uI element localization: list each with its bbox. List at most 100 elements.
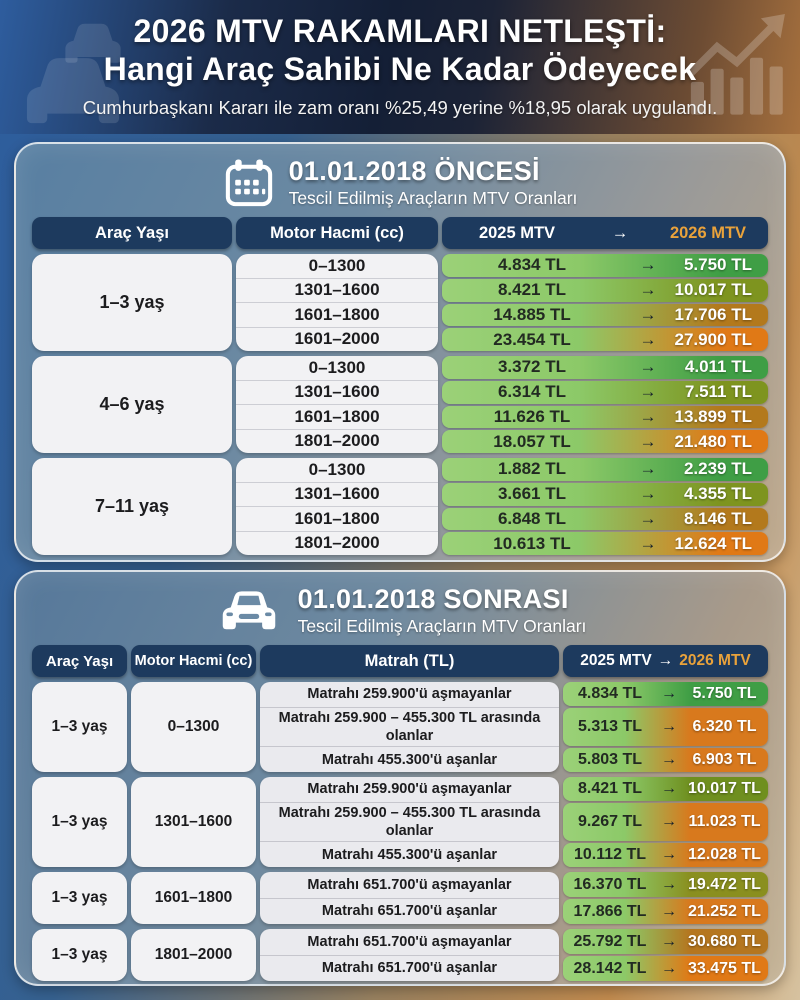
- arrow-icon: →: [639, 382, 657, 402]
- engine-cell: 1601–1800: [236, 507, 438, 532]
- section-subtitle: Tescil Edilmiş Araçların MTV Oranları: [297, 616, 587, 636]
- matrah-column: Matrahı 259.900'ü aşmayanlar Matrahı 259…: [260, 777, 559, 867]
- mtv-2025-value: 11.626 TL: [493, 406, 571, 426]
- engine-cell: 1601–2000: [294, 329, 380, 349]
- mtv-value-row: 11.626 TL → 13.899 TL: [442, 405, 768, 429]
- matrah-cell: Matrahı 259.900'ü aşmayanlar: [260, 682, 559, 708]
- engine-column: 0–1300 1301–1600 1601–1800 1601–2000: [236, 254, 438, 351]
- mtv-2025-value: 3.661 TL: [497, 484, 567, 504]
- mtv-value-row: 1.882 TL → 2.239 TL: [442, 458, 768, 481]
- matrah-column: Matrahı 651.700'ü aşmayanlar Matrahı 651…: [260, 929, 559, 981]
- arrow-icon: →: [639, 357, 657, 377]
- arrow-icon: →: [660, 717, 677, 735]
- mtv-2025-value: 17.866 TL: [573, 902, 647, 920]
- arrow-icon: →: [639, 304, 657, 324]
- pre-2018-panel-header: 01.01.2018 ÖNCESİ Tescil Edilmiş Araçlar…: [32, 154, 768, 217]
- age-cell: 7–11 yaş: [32, 458, 232, 555]
- pre-2018-panel: 01.01.2018 ÖNCESİ Tescil Edilmiş Araçlar…: [14, 142, 786, 562]
- page-title-line2: Hangi Araç Sahibi Ne Kadar Ödeyecek: [103, 51, 697, 88]
- value-column: 4.834 TL → 5.750 TL 8.421 TL → 10.017 TL 14.…: [442, 254, 768, 351]
- mtv-2025-value: 23.454 TL: [493, 329, 571, 349]
- mtv-2026-value: 4.011 TL: [684, 357, 752, 377]
- matrah-cell: Matrahı 651.700'ü aşmayanlar: [260, 929, 559, 956]
- engine-cell: 1301–1600: [236, 483, 438, 507]
- column-header-2025: 2025 MTV: [580, 652, 652, 669]
- table-header-row: Araç Yaşı Motor Hacmi (cc) 2025 MTV → 20…: [32, 217, 768, 249]
- matrah-cell: Matrahı 259.900 – 455.300 TL arasında ol…: [260, 803, 559, 843]
- mtv-value-row: 25.792 TL → 30.680 TL: [563, 929, 768, 954]
- column-header-age: Araç Yaşı: [32, 645, 127, 677]
- engine-cell: 1801–2000: [131, 929, 256, 981]
- mtv-2026-value: 5.750 TL: [692, 685, 757, 702]
- engine-cell: 1301–1600: [236, 381, 438, 405]
- arrow-icon: →: [639, 508, 657, 528]
- arrow-icon: →: [660, 845, 677, 863]
- column-header-engine: Motor Hacmi (cc): [236, 217, 438, 249]
- mtv-value-row: 4.834 TL → 5.750 TL: [563, 682, 768, 707]
- column-header-engine: Motor Hacmi (cc): [131, 645, 256, 677]
- arrow-icon: →: [660, 812, 677, 830]
- car-silhouette-icon: [65, 23, 121, 63]
- matrah-cell: Matrahı 259.900'ü aşmayanlar: [260, 777, 559, 803]
- mtv-2025-value: 4.834 TL: [577, 685, 642, 702]
- mtv-value-row: 8.421 TL → 10.017 TL: [563, 777, 768, 802]
- mtv-2026-value: 6.903 TL: [692, 750, 757, 768]
- mtv-2025-value: 14.885 TL: [493, 304, 571, 324]
- engine-group-0-1300: 1–3 yaş 0–1300 Matrahı 259.900'ü aşmayan…: [32, 682, 768, 772]
- mtv-2026-value: 27.900 TL: [674, 329, 753, 349]
- arrow-icon: →: [639, 329, 657, 349]
- mtv-2026-value: 13.899 TL: [674, 406, 753, 426]
- pre-2018-table: Araç Yaşı Motor Hacmi (cc) 2025 MTV → 20…: [32, 217, 768, 555]
- mtv-2025-value: 9.267 TL: [577, 812, 642, 830]
- mtv-2026-value: 21.480 TL: [674, 431, 753, 451]
- mtv-2025-value: 4.834 TL: [497, 255, 567, 275]
- mtv-value-row: 3.661 TL → 4.355 TL: [442, 482, 768, 506]
- arrow-icon: →: [657, 652, 674, 669]
- age-cell: 4–6 yaş: [32, 356, 232, 453]
- mtv-value-row: 6.848 TL → 8.146 TL: [442, 507, 768, 531]
- arrow-icon: →: [660, 959, 677, 977]
- value-column: 1.882 TL → 2.239 TL 3.661 TL → 4.355 TL 6.84…: [442, 458, 768, 555]
- car-silhouette-icon: [26, 58, 120, 124]
- matrah-column: Matrahı 651.700'ü aşmayanlar Matrahı 651…: [260, 872, 559, 924]
- mtv-value-row: 14.885 TL → 17.706 TL: [442, 303, 768, 327]
- mtv-value-row: 28.142 TL → 33.475 TL: [563, 956, 768, 981]
- mtv-2026-value: 8.146 TL: [683, 508, 752, 528]
- mtv-2025-value: 16.370 TL: [573, 875, 647, 893]
- age-cell: 1–3 yaş: [32, 929, 127, 981]
- matrah-cell: Matrahı 455.300'ü aşanlar: [321, 751, 498, 768]
- mtv-2026-value: 6.320 TL: [692, 717, 757, 735]
- mtv-2026-value: 10.017 TL: [688, 780, 761, 797]
- post-2018-panel: 01.01.2018 SONRASI Tescil Edilmiş Araçla…: [14, 570, 786, 986]
- mtv-value-row: 3.372 TL → 4.011 TL: [442, 356, 768, 379]
- arrow-icon: →: [660, 780, 677, 797]
- engine-column: 0–1300 1301–1600 1601–1800 1801–2000: [236, 356, 438, 453]
- mtv-2026-value: 11.023 TL: [688, 812, 761, 830]
- arrow-icon: →: [639, 484, 657, 504]
- mtv-2026-value: 21.252 TL: [688, 902, 761, 920]
- mtv-value-row: 18.057 TL → 21.480 TL: [442, 430, 768, 453]
- value-column: 3.372 TL → 4.011 TL 6.314 TL → 7.511 TL 11.6…: [442, 356, 768, 453]
- engine-cell: 1301–1600: [131, 777, 256, 867]
- arrow-icon: →: [660, 875, 677, 893]
- mtv-2025-value: 8.421 TL: [577, 780, 642, 797]
- column-header-age: Araç Yaşı: [32, 217, 232, 249]
- mtv-2026-value: 5.750 TL: [683, 255, 752, 275]
- mtv-2026-value: 12.624 TL: [674, 533, 753, 553]
- mtv-2025-value: 6.848 TL: [497, 508, 567, 528]
- mtv-2026-value: 2.239 TL: [683, 459, 752, 479]
- matrah-cell: Matrahı 651.700'ü aşmayanlar: [260, 872, 559, 899]
- section-subtitle: Tescil Edilmiş Araçların MTV Oranları: [288, 188, 578, 208]
- age-group-7-11: 7–11 yaş 0–1300 1301–1600 1601–1800 1801…: [32, 458, 768, 555]
- mtv-2025-value: 5.313 TL: [577, 717, 642, 735]
- matrah-cell: Matrahı 455.300'ü aşanlar: [321, 846, 498, 863]
- table-header-row: Araç Yaşı Motor Hacmi (cc) Matrah (TL) 2…: [32, 645, 768, 677]
- engine-cell: 1801–2000: [294, 533, 380, 553]
- mtv-value-row: 4.834 TL → 5.750 TL: [442, 254, 768, 277]
- mtv-value-row: 17.866 TL → 21.252 TL: [563, 899, 768, 924]
- mtv-2025-value: 10.112 TL: [573, 845, 647, 863]
- age-cell: 1–3 yaş: [32, 872, 127, 924]
- value-column: 16.370 TL → 19.472 TL 17.866 TL → 21.252 TL: [563, 872, 768, 924]
- post-2018-panel-header: 01.01.2018 SONRASI Tescil Edilmiş Araçla…: [32, 582, 768, 645]
